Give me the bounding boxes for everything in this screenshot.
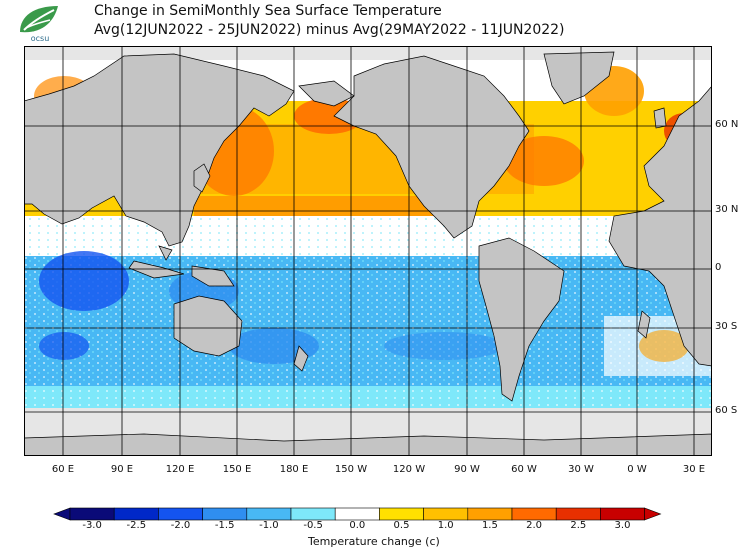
colorbar-tick-label: -1.5 [214,520,235,531]
colorbar-swatch [334,507,380,521]
colorbar-tick-label: 1.0 [437,520,454,531]
colorbar-swatch [467,507,513,521]
lat-label: 30 S [715,321,738,332]
colorbar-swatch [69,507,115,521]
colorbar-swatch [555,507,601,521]
lat-label: 0 [715,262,722,273]
temperature-colorbar [53,507,662,521]
sst-change-map [24,46,712,456]
colorbar-tick-label: 0.0 [349,520,366,531]
map-title: Change in SemiMonthly Sea Surface Temper… [94,2,565,40]
lon-label: 60 E [51,464,75,475]
graticule [24,46,712,456]
lon-label: 0 W [627,464,647,475]
colorbar-swatch [158,507,203,521]
colorbar-swatch [423,507,469,521]
colorbar-tick-label: -3.0 [82,520,102,531]
colorbar-swatch [511,507,557,521]
lon-label: 150 W [334,464,368,475]
lat-label: 60 N [715,119,739,130]
title-line-1: Change in SemiMonthly Sea Surface Temper… [94,3,442,19]
colorbar-swatch [246,507,292,521]
colorbar-tick-label: -1.0 [259,520,279,531]
colorbar-swatch [379,507,424,521]
colorbar-tick-label: 1.5 [481,520,498,531]
lon-label: 30 W [568,464,594,475]
landmass-australia [173,295,243,357]
title-line-2: Avg(12JUN2022 - 25JUN2022) minus Avg(29M… [94,22,565,38]
lon-label: 120 W [392,464,426,475]
colorbar-low-arrow [53,507,71,521]
colorbar-swatch [600,507,645,521]
colorbar-tick-label: 0.5 [393,520,410,531]
landmass-south-america [478,237,565,402]
colorbar-label: Temperature change (c) [308,535,440,548]
lon-label: 120 E [165,464,195,475]
colorbar-swatch [113,507,159,521]
landmass-north-america [333,55,530,239]
lon-label: 30 E [682,464,706,475]
colorbar-tick-label: -0.5 [303,520,323,531]
sea-ice-north [24,46,712,60]
colorbar-swatch [290,507,336,521]
lon-label: 60 W [511,464,537,475]
colorbar-tick-label: 3.0 [614,520,631,531]
landmass-antarctica [24,433,712,456]
lat-label: 60 S [715,405,738,416]
lon-label: 90 W [454,464,480,475]
colorbar-tick-label: 2.5 [570,520,587,531]
colorbar-tick-label: -2.0 [170,520,191,531]
lon-label: 90 E [110,464,134,475]
landmass-greenland [543,51,615,105]
lon-label: 150 E [222,464,252,475]
logo-text: ocsu [31,34,50,42]
colorbar-tick-label: 2.0 [526,520,543,531]
colorbar-swatch [202,507,248,521]
colorbar-tick-label: -2.5 [126,520,147,531]
map-frame [24,46,712,456]
ocsu-logo: ocsu [20,6,58,42]
lon-label: 180 E [279,464,309,475]
lat-label: 30 N [715,204,739,215]
colorbar-high-arrow [644,507,662,521]
